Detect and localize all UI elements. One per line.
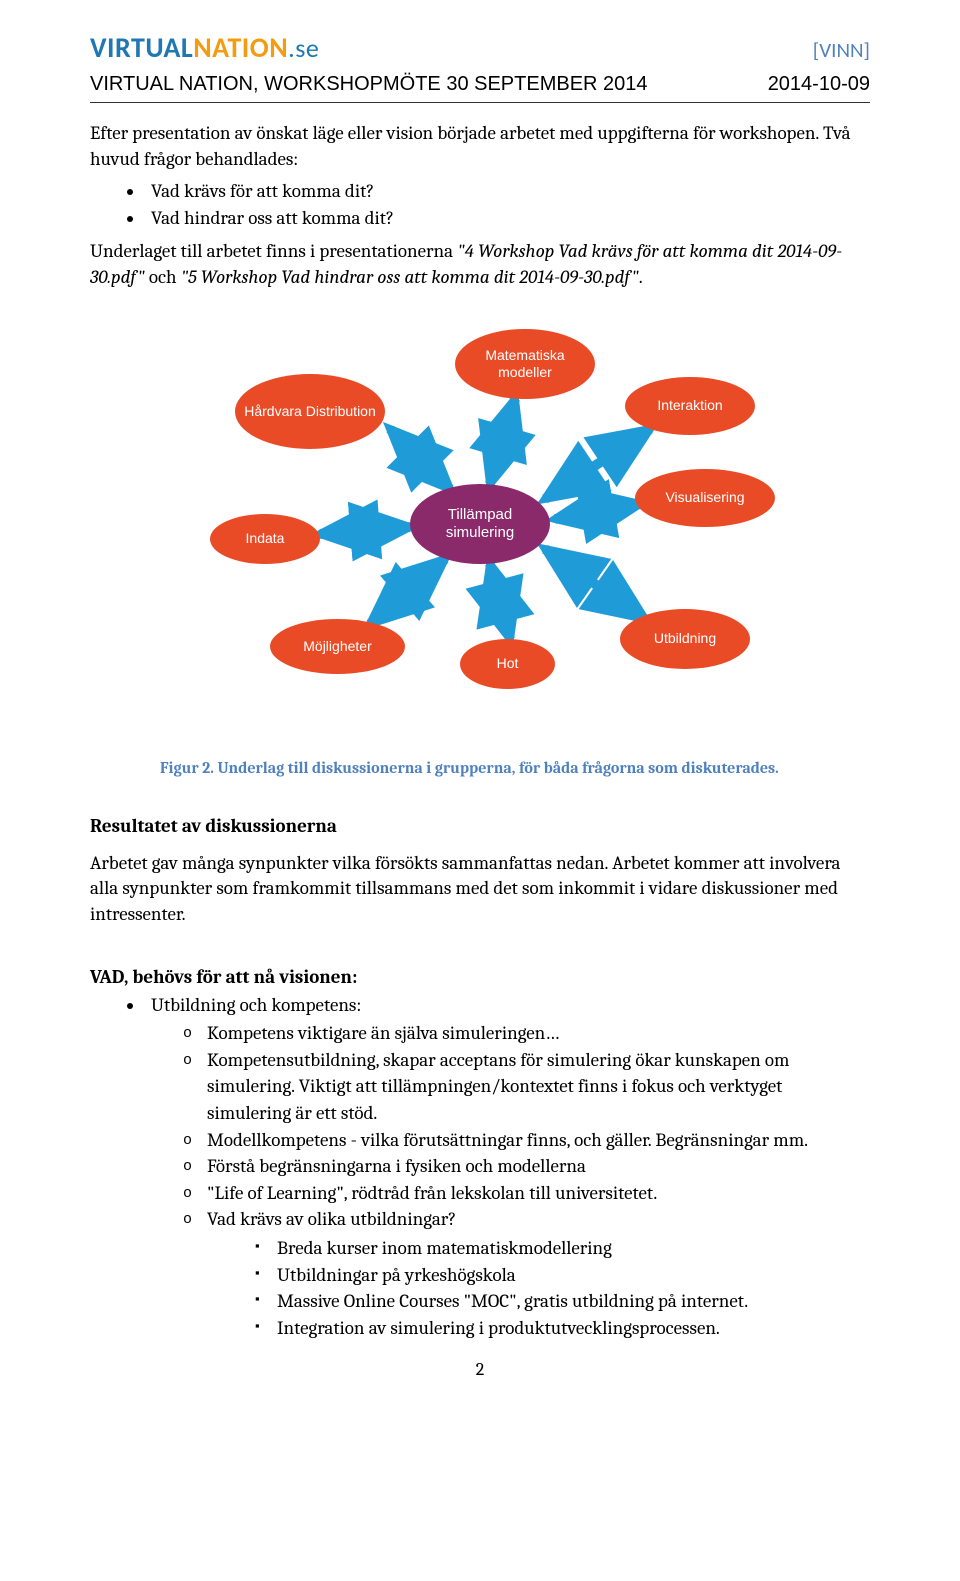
- logo-se: .se: [288, 32, 319, 64]
- diagram-node-mojligheter: Möjligheter: [270, 619, 405, 674]
- site-logo: VIRTUALNATION.se: [90, 30, 319, 65]
- vad-subsublist: Breda kurser inom matematiskmodellering …: [207, 1235, 870, 1341]
- list-item: Breda kurser inom matematiskmodellering: [255, 1235, 870, 1262]
- list-label: Utbildning och kompetens:: [151, 994, 361, 1016]
- list-item: Förstå begränsningarna i fysiken och mod…: [183, 1153, 870, 1180]
- diagram-center-node: Tillämpad simulering: [410, 484, 550, 564]
- figure-caption: Figur 2. Underlag till diskussionerna i …: [160, 759, 800, 777]
- vinn-tag: [VINN]: [813, 37, 870, 63]
- logo-nation: NATION: [193, 30, 288, 65]
- reference-text: Underlaget till arbetet finns i presenta…: [90, 239, 870, 290]
- diagram-node-indata: Indata: [210, 514, 320, 564]
- diagram-node-visualisering: Visualisering: [635, 469, 775, 527]
- list-item: Modellkompetens - vilka förutsättningar …: [183, 1127, 870, 1154]
- diagram-node-hot: Hot: [460, 639, 555, 689]
- diagram-node-matematiska: Matematiska modeller: [455, 329, 595, 399]
- list-item: Vad krävs av olika utbildningar? Breda k…: [183, 1206, 870, 1341]
- vad-heading: VAD, behövs för att nå visionen:: [90, 966, 870, 988]
- list-item: Kompetensutbildning, skapar acceptans fö…: [183, 1047, 870, 1127]
- results-paragraph: Arbetet gav många synpunkter vilka försö…: [90, 851, 870, 928]
- list-label: Vad krävs av olika utbildningar?: [207, 1208, 456, 1230]
- ref-text: .: [639, 266, 643, 288]
- diagram-node-interaktion: Interaktion: [625, 377, 755, 435]
- concept-diagram: Tillämpad simulering Hårdvara Distributi…: [160, 319, 800, 729]
- list-item: Massive Online Courses "MOC", gratis utb…: [255, 1288, 870, 1315]
- list-item: Utbildning och kompetens: Kompetens vikt…: [145, 992, 870, 1342]
- ref-text: och: [145, 266, 181, 288]
- header: VIRTUALNATION.se [VINN]: [90, 30, 870, 65]
- intro-bullets: Vad krävs för att komma dit? Vad hindrar…: [90, 178, 870, 231]
- doc-title: VIRTUAL NATION, WORKSHOPMÖTE 30 SEPTEMBE…: [90, 73, 648, 96]
- doc-date: 2014-10-09: [768, 73, 870, 96]
- list-item: "Life of Learning", rödtråd från lekskol…: [183, 1180, 870, 1207]
- diagram-container: Tillämpad simulering Hårdvara Distributi…: [160, 319, 800, 777]
- results-heading: Resultatet av diskussionerna: [90, 815, 870, 837]
- ref-text: Underlaget till arbetet finns i presenta…: [90, 240, 457, 262]
- list-item: Utbildningar på yrkeshögskola: [255, 1262, 870, 1289]
- bullet-item: Vad hindrar oss att komma dit?: [145, 205, 870, 232]
- intro-paragraph: Efter presentation av önskat läge eller …: [90, 121, 870, 172]
- list-item: Integration av simulering i produktutvec…: [255, 1315, 870, 1342]
- diagram-node-utbildning: Utbildning: [620, 609, 750, 669]
- vad-sublist: Kompetens viktigare än själva simulering…: [151, 1020, 870, 1341]
- list-item: Kompetens viktigare än själva simulering…: [183, 1020, 870, 1047]
- bullet-item: Vad krävs för att komma dit?: [145, 178, 870, 205]
- vad-list: Utbildning och kompetens: Kompetens vikt…: [90, 992, 870, 1342]
- diagram-node-hardvara: Hårdvara Distribution: [235, 374, 385, 449]
- ref-italic: "5 Workshop Vad hindrar oss att komma di…: [181, 266, 639, 288]
- page-number: 2: [90, 1359, 870, 1380]
- subheader: VIRTUAL NATION, WORKSHOPMÖTE 30 SEPTEMBE…: [90, 73, 870, 103]
- logo-virtual: VIRTUAL: [90, 30, 193, 65]
